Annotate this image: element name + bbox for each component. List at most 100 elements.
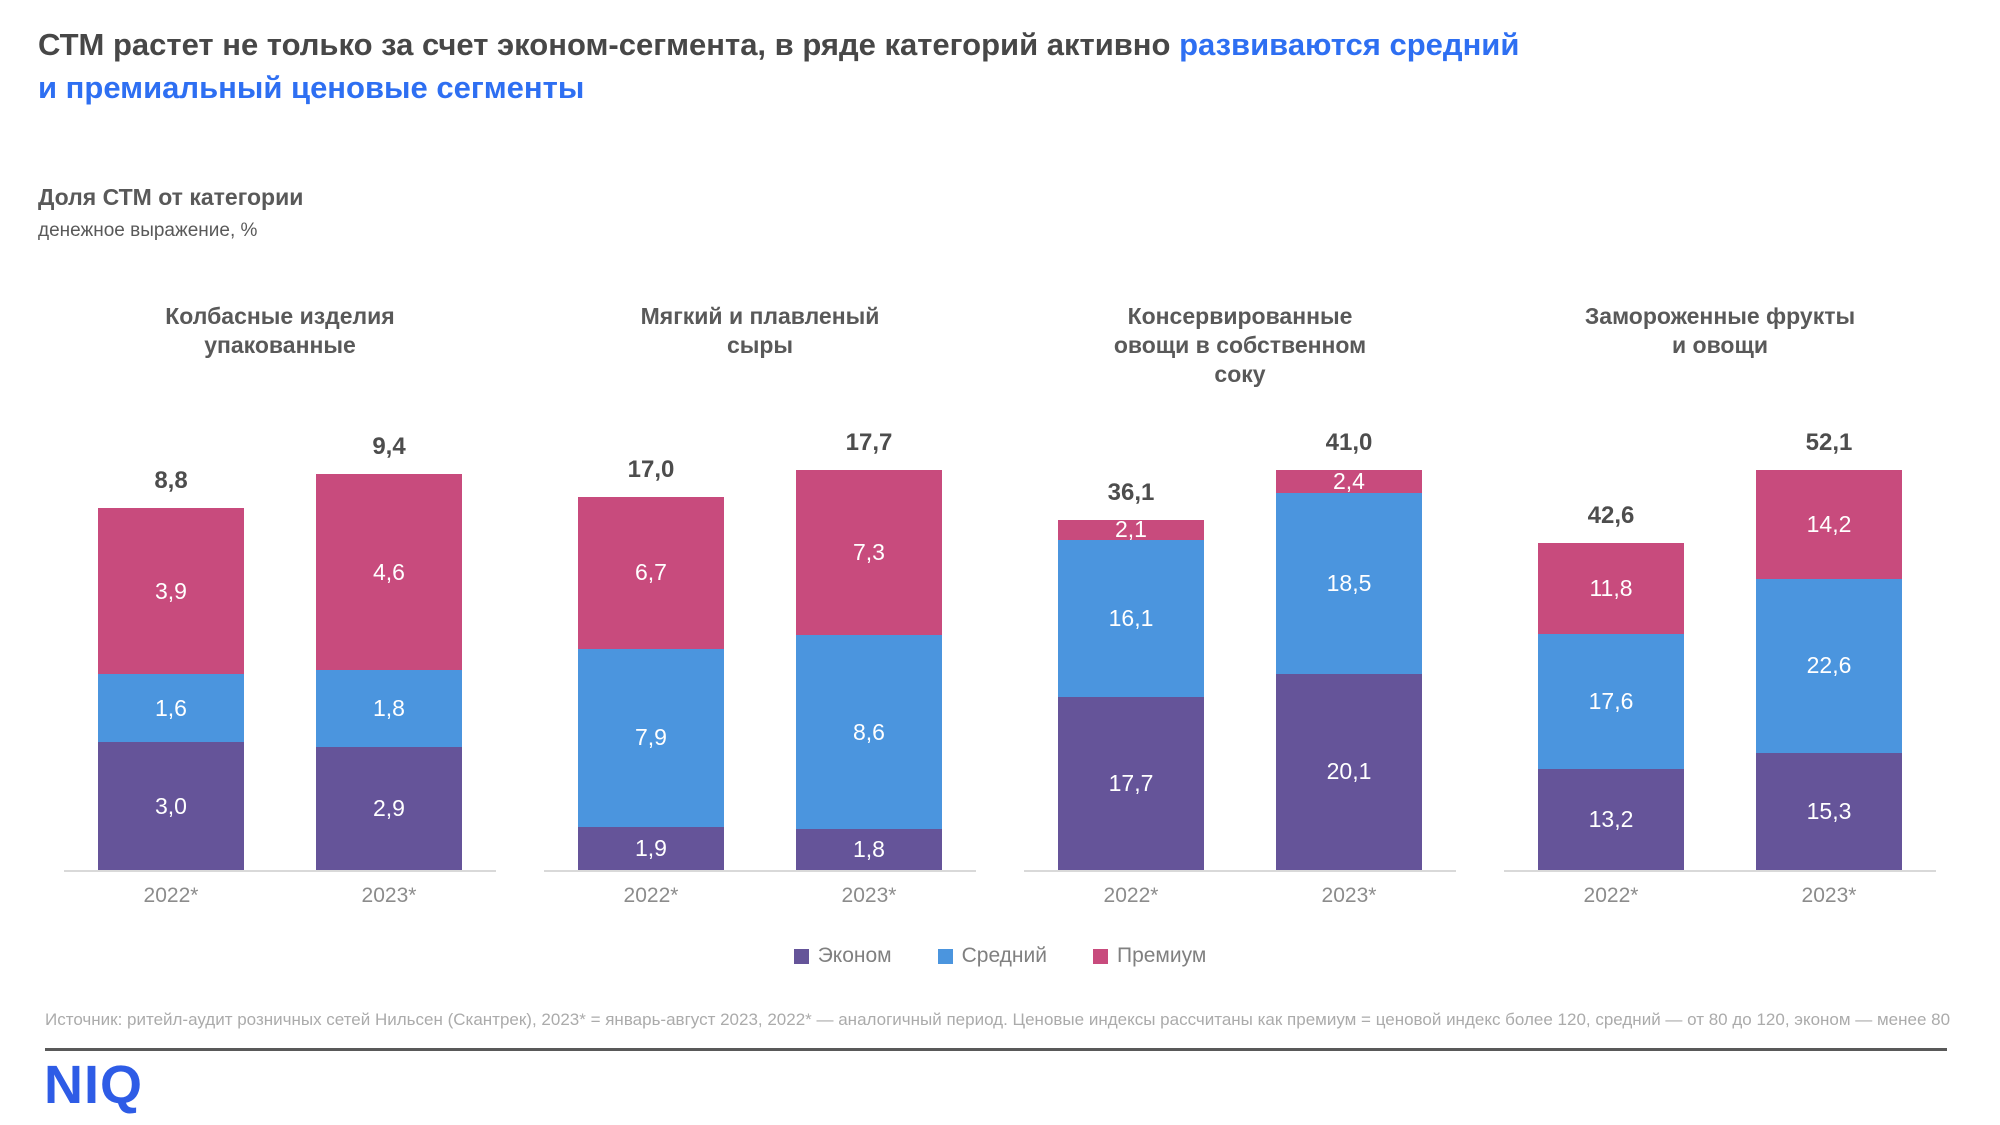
stacked-bar: 11,8 17,6 13,2 — [1538, 543, 1684, 870]
bar-total-label: 8,8 — [154, 467, 188, 495]
bar-segment-economy: 1,8 — [796, 829, 942, 870]
bar-segment-premium: 11,8 — [1538, 543, 1684, 634]
chart-unit-label: денежное выражение, % — [38, 220, 258, 241]
segment-value-label: 1,9 — [635, 835, 667, 862]
x-axis-label: 2022* — [1103, 884, 1159, 907]
x-axis-label: 2023* — [1321, 884, 1377, 907]
segment-value-label: 2,9 — [373, 794, 405, 821]
bar-segment-premium: 4,6 — [316, 474, 462, 671]
segment-value-label: 2,1 — [1115, 516, 1147, 543]
legend: Эконом Средний Премиум — [0, 944, 2000, 968]
bar-segment-economy: 2,9 — [316, 746, 462, 870]
footer-divider — [45, 1048, 1947, 1051]
bar-segment-premium: 3,9 — [98, 508, 244, 675]
category-title: Колбасные изделия упакованные — [165, 303, 395, 358]
bar-segment-economy: 20,1 — [1276, 673, 1422, 870]
legend-label: Эконом — [817, 944, 892, 967]
chart-group: Мягкий и плавленый сыры 17,0 6,7 7,9 1,9 2022*… — [520, 302, 1000, 907]
bar-total-label: 17,0 — [627, 456, 675, 484]
bar-segment-economy: 1,9 — [578, 827, 724, 870]
segment-value-label: 16,1 — [1108, 605, 1154, 632]
segment-value-label: 14,2 — [1806, 511, 1852, 537]
segment-value-label: 7,3 — [853, 538, 885, 565]
legend-label: Премиум — [1116, 944, 1207, 967]
bar-segment-premium: 14,2 — [1756, 470, 1902, 579]
bar-segment-middle: 18,5 — [1276, 493, 1422, 674]
segment-value-label: 13,2 — [1588, 805, 1634, 832]
title-dark-text: СТМ растет не только за счет эконом-сегм… — [38, 27, 1171, 62]
bar-segment-economy: 17,7 — [1058, 697, 1204, 870]
bar-segment-economy: 3,0 — [98, 742, 244, 870]
bar: 41,0 2,4 18,5 20,1 2023* — [1276, 429, 1422, 907]
bar-segment-middle: 17,6 — [1538, 633, 1684, 769]
legend-item: Премиум — [1092, 944, 1207, 968]
x-axis-label: 2022* — [623, 884, 679, 907]
source-footnote: Источник: ритейл-аудит розничных сетей Н… — [45, 1010, 1951, 1029]
stacked-bar: 7,3 8,6 1,8 — [796, 469, 942, 870]
bar-segment-middle: 8,6 — [796, 634, 942, 830]
legend-swatch-premium — [1092, 948, 1108, 964]
bar-total-label: 36,1 — [1107, 478, 1155, 506]
stacked-bar: 14,2 22,6 15,3 — [1756, 470, 1902, 870]
axis-baseline: 36,1 2,1 16,1 17,7 2022* 41,0 2,4 18,5 20,1 2023* — [1024, 429, 1456, 907]
segment-value-label: 3,0 — [155, 792, 187, 819]
bar-segment-premium: 6,7 — [578, 497, 724, 649]
axis-baseline: 17,0 6,7 7,9 1,9 2022* 17,7 7,3 8,6 1,8 2023* — [544, 429, 976, 907]
x-axis-label: 2022* — [143, 884, 199, 907]
bar: 52,1 14,2 22,6 15,3 2023* — [1756, 429, 1902, 907]
segment-value-label: 7,9 — [635, 724, 667, 751]
stacked-bar: 6,7 7,9 1,9 — [578, 497, 724, 870]
bar-segment-economy: 13,2 — [1538, 768, 1684, 870]
segment-value-label: 1,6 — [155, 694, 187, 721]
segment-value-label: 11,8 — [1589, 574, 1633, 601]
bar-total-label: 9,4 — [372, 433, 406, 461]
chart-title: Доля СТМ от категории — [38, 184, 304, 210]
segment-value-label: 4,6 — [373, 558, 405, 585]
title-accent-text-line2: и премиальный ценовые сегменты — [38, 69, 585, 105]
title-accent-text-line1: развиваются средний — [1179, 27, 1520, 62]
bar-segment-premium: 2,4 — [1276, 468, 1422, 495]
legend-label: Средний — [961, 944, 1047, 967]
stacked-bar: 4,6 1,8 2,9 — [316, 474, 462, 870]
bar: 9,4 4,6 1,8 2,9 2023* — [316, 433, 462, 907]
segment-value-label: 17,7 — [1108, 770, 1154, 797]
x-axis-label: 2023* — [1801, 884, 1857, 907]
segment-value-label: 2,4 — [1333, 468, 1365, 495]
bar: 36,1 2,1 16,1 17,7 2022* — [1058, 478, 1204, 907]
segment-value-label: 1,8 — [853, 836, 885, 863]
segment-value-label: 8,6 — [853, 718, 885, 745]
bar: 17,0 6,7 7,9 1,9 2022* — [578, 456, 724, 907]
bar-segment-middle: 16,1 — [1058, 540, 1204, 698]
segment-value-label: 6,7 — [635, 559, 667, 586]
x-axis-label: 2023* — [841, 884, 897, 907]
stacked-bar: 2,4 18,5 20,1 — [1276, 470, 1422, 870]
bar-total-label: 42,6 — [1587, 502, 1635, 530]
chart-group: Замороженные фрукты и овощи 42,6 11,8 17,6 13… — [1480, 302, 1960, 907]
legend-swatch-economy — [793, 948, 809, 964]
category-title: Замороженные фрукты и овощи — [1584, 303, 1856, 358]
bar-segment-premium: 2,1 — [1058, 516, 1204, 543]
legend-swatch-middle — [937, 948, 953, 964]
chart-group: Консервированные овощи в собственном соку 3… — [1000, 302, 1480, 907]
legend-item: Эконом — [793, 944, 892, 968]
axis-baseline: 8,8 3,9 1,6 3,0 2022* 9,4 4,6 1,8 2,9 2023* — [64, 433, 496, 907]
bar-segment-middle: 22,6 — [1756, 579, 1902, 753]
stacked-bar: 3,9 1,6 3,0 — [98, 508, 244, 870]
bar-total-label: 41,0 — [1325, 429, 1373, 457]
chart-groups: Колбасные изделия упакованные 8,8 3,9 1,6 3,0… — [40, 302, 1960, 907]
chart-group: Колбасные изделия упакованные 8,8 3,9 1,6 3,0… — [40, 302, 520, 907]
niq-logo: NIQ — [44, 1055, 144, 1115]
bar-segment-middle: 7,9 — [578, 648, 724, 828]
stacked-bar: 2,1 16,1 17,7 — [1058, 516, 1204, 870]
x-axis-label: 2022* — [1583, 884, 1639, 907]
bar-segment-middle: 1,6 — [98, 674, 244, 743]
legend-item: Средний — [937, 944, 1047, 968]
segment-value-label: 17,6 — [1588, 687, 1634, 714]
axis-baseline: 42,6 11,8 17,6 13,2 2022* 52,1 14,2 22,6 15,3 202… — [1504, 429, 1936, 907]
bar-segment-middle: 1,8 — [316, 670, 462, 747]
bar-total-label: 52,1 — [1805, 429, 1853, 456]
segment-value-label: 18,5 — [1326, 570, 1372, 597]
category-title: Консервированные овощи в собственном соку — [1113, 303, 1367, 387]
segment-value-label: 3,9 — [155, 577, 187, 604]
